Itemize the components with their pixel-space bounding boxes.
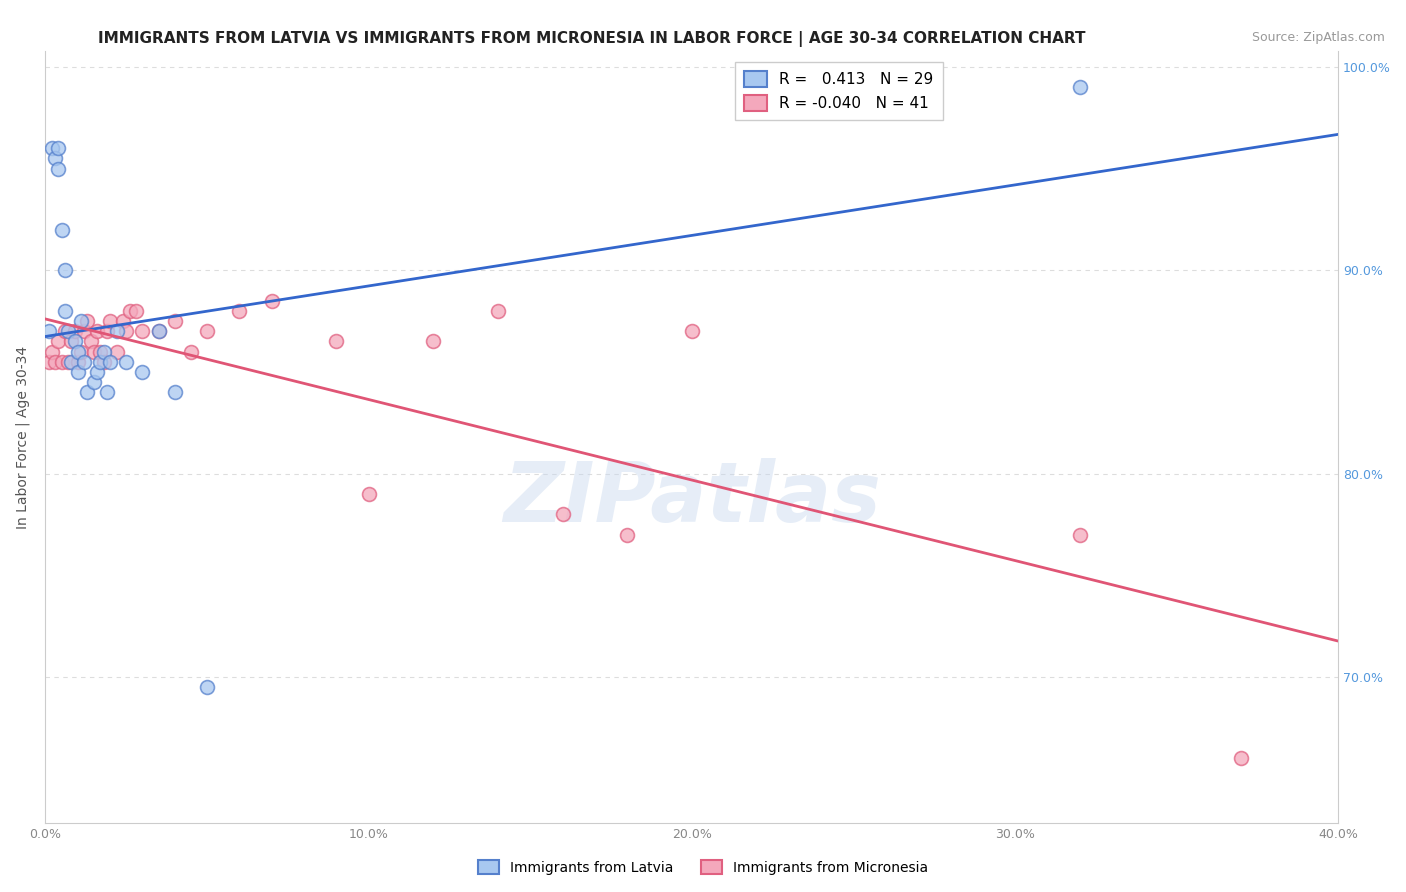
Point [38, 324, 60, 338]
Point [118, 304, 141, 318]
Point [96, 385, 118, 400]
Point [195, 324, 218, 338]
Point [148, 324, 170, 338]
Point [148, 324, 170, 338]
Point [83, 375, 105, 389]
Point [228, 304, 250, 318]
Point [131, 324, 153, 338]
Point [73, 355, 96, 369]
Point [422, 334, 444, 349]
Point [73, 324, 96, 338]
Point [66, 344, 89, 359]
Point [66, 365, 89, 379]
Y-axis label: In Labor Force | Age 30-34: In Labor Force | Age 30-34 [15, 345, 30, 529]
Point [63, 324, 86, 338]
Point [681, 324, 703, 338]
Point [325, 334, 347, 349]
Point [98, 314, 121, 328]
Point [51, 222, 73, 236]
Point [115, 355, 138, 369]
Point [44, 152, 66, 166]
Point [48, 334, 70, 349]
Point [60, 355, 83, 369]
Point [70, 344, 93, 359]
Point [86, 365, 108, 379]
Point [163, 314, 186, 328]
Point [1069, 527, 1091, 541]
Point [93, 355, 115, 369]
Point [41, 141, 63, 155]
Point [53, 263, 76, 277]
Point [56, 324, 79, 338]
Point [66, 355, 89, 369]
Point [51, 355, 73, 369]
Point [112, 314, 135, 328]
Point [60, 334, 83, 349]
Point [76, 385, 98, 400]
Point [105, 324, 128, 338]
Point [1230, 751, 1253, 765]
Point [98, 355, 121, 369]
Point [131, 365, 153, 379]
Point [96, 324, 118, 338]
Point [357, 487, 380, 501]
Point [70, 314, 93, 328]
Point [163, 385, 186, 400]
Point [195, 680, 218, 694]
Text: ZIPatlas: ZIPatlas [503, 458, 880, 540]
Point [125, 304, 148, 318]
Point [53, 304, 76, 318]
Point [56, 355, 79, 369]
Point [93, 344, 115, 359]
Point [180, 344, 202, 359]
Point [53, 324, 76, 338]
Text: IMMIGRANTS FROM LATVIA VS IMMIGRANTS FROM MICRONESIA IN LABOR FORCE | AGE 30-34 : IMMIGRANTS FROM LATVIA VS IMMIGRANTS FRO… [98, 31, 1085, 47]
Text: Source: ZipAtlas.com: Source: ZipAtlas.com [1251, 31, 1385, 45]
Point [616, 527, 638, 541]
Point [48, 141, 70, 155]
Point [38, 355, 60, 369]
Point [486, 304, 509, 318]
Point [105, 344, 128, 359]
Point [76, 314, 98, 328]
Point [41, 344, 63, 359]
Legend: Immigrants from Latvia, Immigrants from Micronesia: Immigrants from Latvia, Immigrants from … [472, 855, 934, 880]
Legend: R =   0.413   N = 29, R = -0.040   N = 41: R = 0.413 N = 29, R = -0.040 N = 41 [735, 62, 943, 120]
Point [115, 324, 138, 338]
Point [260, 293, 283, 308]
Point [89, 355, 111, 369]
Point [1069, 80, 1091, 95]
Point [44, 355, 66, 369]
Point [83, 344, 105, 359]
Point [89, 344, 111, 359]
Point [63, 334, 86, 349]
Point [86, 324, 108, 338]
Point [80, 334, 103, 349]
Point [551, 508, 574, 522]
Point [48, 161, 70, 176]
